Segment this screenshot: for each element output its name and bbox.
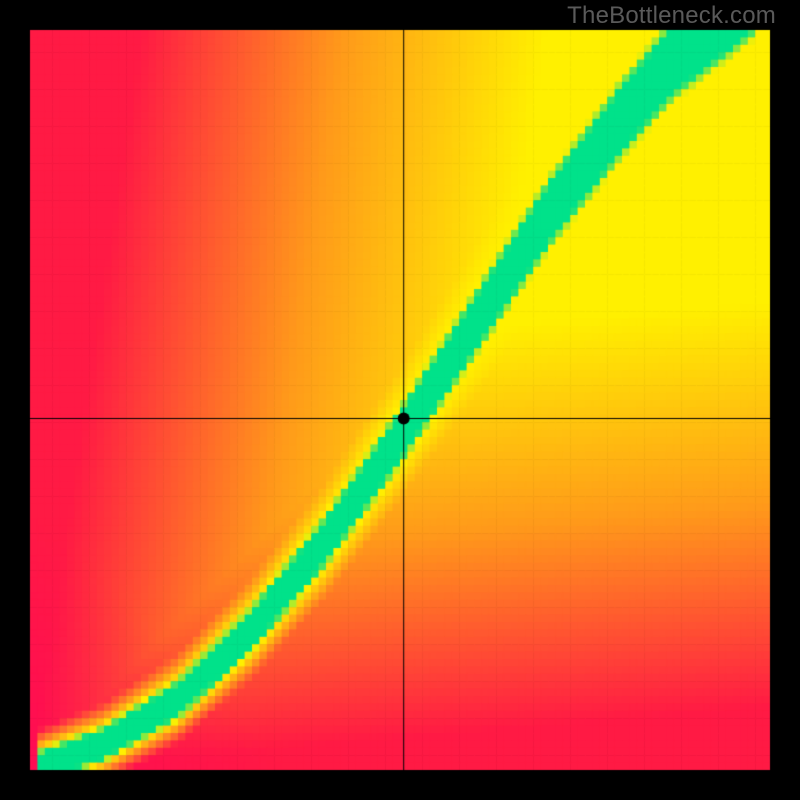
heatmap-canvas: [0, 0, 800, 800]
chart-frame: TheBottleneck.com: [0, 0, 800, 800]
watermark-text: TheBottleneck.com: [567, 2, 776, 30]
